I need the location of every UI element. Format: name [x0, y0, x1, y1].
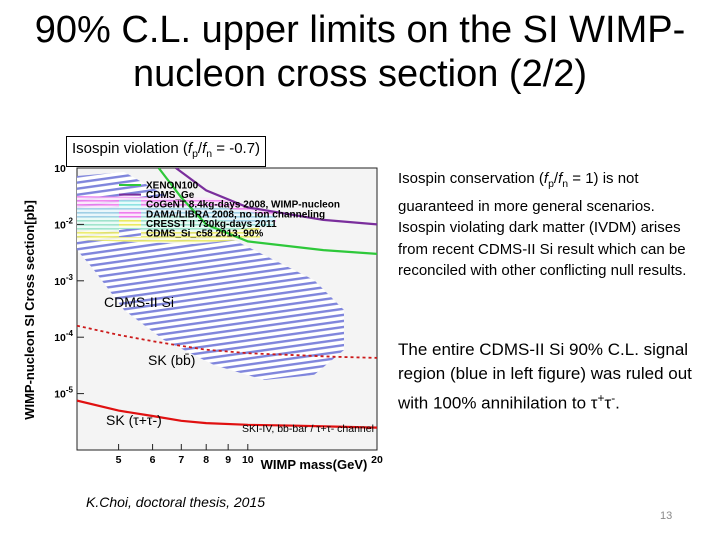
- x-axis-label: WIMP mass(GeV): [261, 457, 368, 472]
- legend-entry: CDMS_Si_c58 2013, 90%: [146, 229, 263, 240]
- x-tick-label: 6: [150, 454, 156, 466]
- x-tick-label: 5: [116, 454, 122, 466]
- title-line-2: nucleon cross section (2/2): [132, 53, 588, 95]
- x-tick-label: 7: [178, 454, 184, 466]
- box-fp: f: [187, 140, 193, 157]
- sk-bb-annotation: SK (bb̄): [148, 352, 196, 368]
- p1-text-1: Isospin conservation (: [398, 170, 544, 187]
- legend-swatch: [119, 229, 141, 237]
- cdms-ge-curve: [175, 168, 377, 226]
- x-tick-label: 8: [203, 454, 209, 466]
- slide-number: 13: [660, 510, 673, 522]
- p2-text-1: The entire CDMS-II Si 90% C.L. signal re…: [398, 340, 692, 413]
- legend-entry: CoGeNT 8.4kg-days 2008, WIMP-nucleon: [146, 200, 340, 211]
- legend-entry: XENON100: [146, 181, 199, 192]
- x-tick-label: 10: [242, 454, 254, 466]
- box-sub-n: n: [206, 148, 213, 160]
- legend-entry: CRESST II 730kg-days 2011: [146, 219, 277, 230]
- legend-entry: DAMA/LIBRA 2008, no ion channeling: [146, 209, 325, 220]
- sk-channel-label: SKI-IV, bb-bar / τ+τ- channel: [242, 423, 374, 435]
- p1-slash: /: [553, 170, 559, 187]
- cdms-si-annotation: CDMS-II Si: [104, 294, 174, 310]
- box-fn: f: [202, 140, 207, 157]
- box-text-post: = -0.7): [212, 140, 261, 157]
- p2-minus: -: [611, 391, 616, 405]
- title-line-1: 90% C.L. upper limits on the SI WIMP-: [34, 9, 686, 51]
- p2-tau-2: τ: [604, 393, 612, 413]
- ruled-out-paragraph: The entire CDMS-II Si 90% C.L. signal re…: [398, 338, 708, 416]
- p2-tau-1: τ: [590, 393, 598, 413]
- legend-swatch: [119, 209, 141, 218]
- y-tick-label: 10-5: [54, 386, 73, 401]
- xenon100-curve: [157, 168, 377, 255]
- legend-entry: CDMS_Ge: [146, 190, 195, 201]
- p2-plus: +: [597, 391, 605, 405]
- sk-bb-limit-curve: [77, 324, 377, 359]
- legend-swatch: [119, 219, 141, 228]
- p1-sub-n: n: [562, 178, 569, 190]
- sk-tau-limit-curve: [77, 399, 377, 429]
- p1-fp: f: [543, 170, 549, 187]
- y-tick-label: 10-4: [54, 329, 73, 344]
- p2-text-2: .: [615, 393, 620, 413]
- y-tick-label: 10-3: [54, 273, 73, 288]
- slide-title: 90% C.L. upper limits on the SI WIMP- nu…: [0, 8, 720, 96]
- isospin-violation-label: Isospin violation (fp/fn = -0.7): [66, 136, 267, 167]
- legend-swatch: [119, 200, 141, 209]
- box-text-pre: Isospin violation (: [72, 140, 188, 157]
- box-sub-p: p: [192, 148, 198, 160]
- y-tick-label: 10-2: [54, 216, 73, 231]
- p1-fn: f: [558, 170, 563, 187]
- isospin-conservation-paragraph: Isospin conservation (fp/fn = 1) is not …: [398, 168, 698, 282]
- box-slash: /: [197, 140, 203, 157]
- y-axis-label: WIMP-nucleon SI Cross section[pb]: [22, 200, 37, 420]
- source-credit: K.Choi, doctoral thesis, 2015: [86, 494, 265, 510]
- p1-text-2: = 1) is not guaranteed in more general s…: [398, 170, 687, 279]
- x-tick-label: 9: [225, 454, 231, 466]
- x-tick-label: 20: [371, 454, 383, 466]
- p1-sub-p: p: [548, 178, 554, 190]
- sk-tau-annotation: SK (τ+τ-): [106, 412, 162, 428]
